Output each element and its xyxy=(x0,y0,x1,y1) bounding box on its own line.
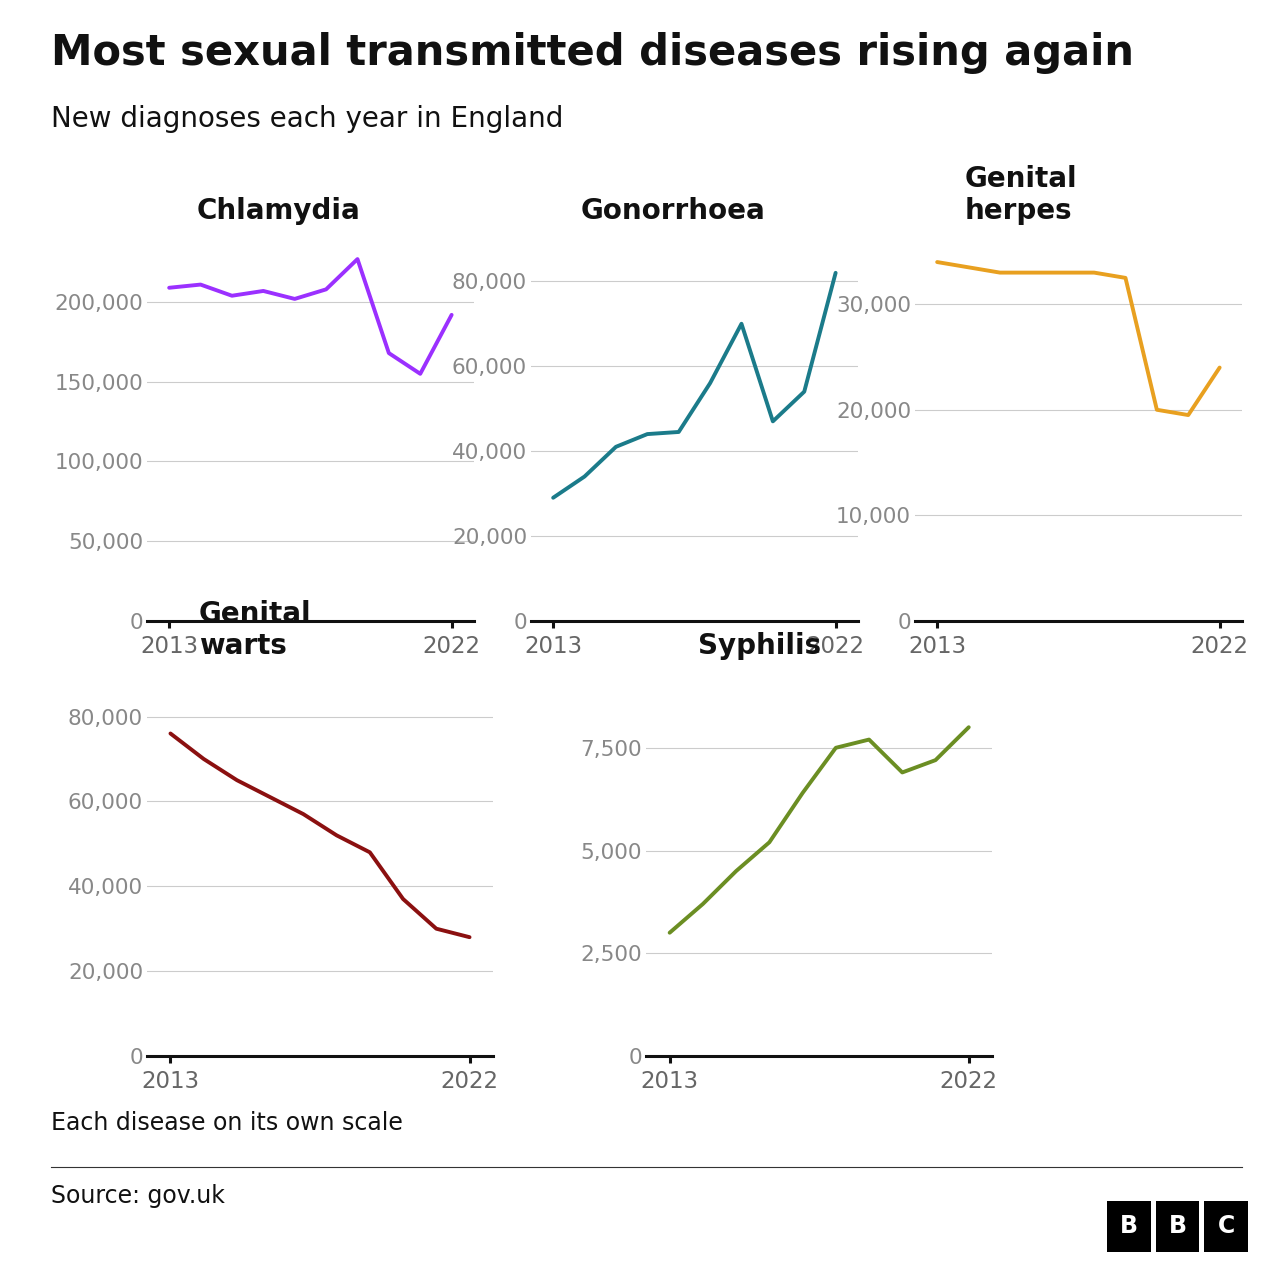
Text: New diagnoses each year in England: New diagnoses each year in England xyxy=(51,105,563,133)
Text: Each disease on its own scale: Each disease on its own scale xyxy=(51,1111,403,1135)
Text: Syphilis: Syphilis xyxy=(699,632,822,660)
Text: B: B xyxy=(1120,1215,1138,1238)
Text: Most sexual transmitted diseases rising again: Most sexual transmitted diseases rising … xyxy=(51,32,1134,74)
Text: Chlamydia: Chlamydia xyxy=(196,197,360,225)
Text: Genital
herpes: Genital herpes xyxy=(964,165,1076,225)
Text: C: C xyxy=(1217,1215,1235,1238)
Text: B: B xyxy=(1169,1215,1187,1238)
Text: Source: gov.uk: Source: gov.uk xyxy=(51,1184,225,1208)
Text: Gonorrhoea: Gonorrhoea xyxy=(580,197,765,225)
Text: Genital
warts: Genital warts xyxy=(200,600,311,660)
